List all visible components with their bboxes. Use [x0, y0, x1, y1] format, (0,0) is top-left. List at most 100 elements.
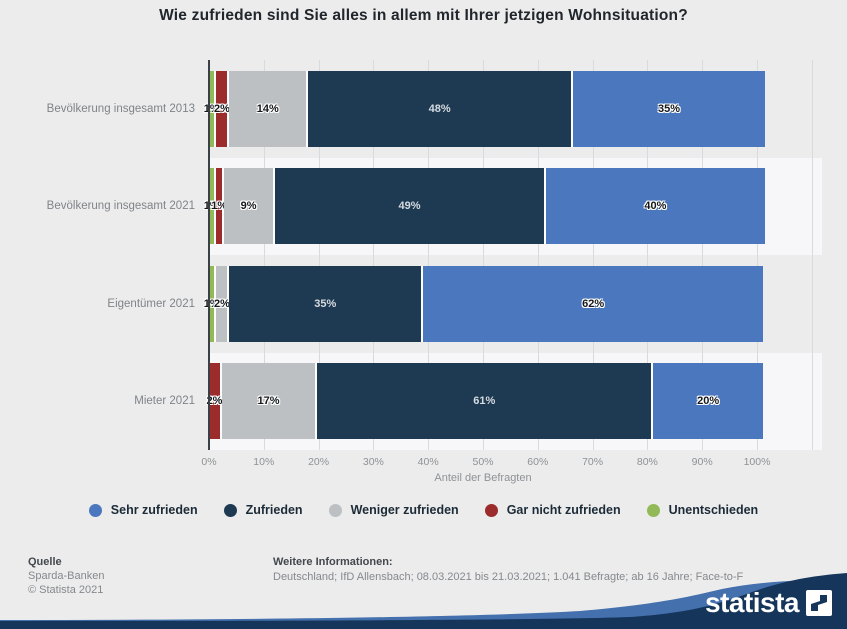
- gridline: [811, 60, 813, 450]
- bar-segment-value: 62%: [582, 297, 605, 310]
- bar-segment-value: 61%: [473, 395, 496, 408]
- bar-segment-value: 2%: [206, 395, 223, 408]
- bar-segment-value: 20%: [697, 395, 720, 408]
- bar-segment-zufrieden: 61%: [317, 363, 654, 440]
- bar-segment-weniger-zufrieden: 17%: [221, 363, 318, 440]
- bar-segment-unentschieden: 1%: [204, 168, 220, 245]
- wave-blue-stripe: [0, 579, 847, 629]
- bar-segment-gar-nicht-zufrieden: 2%: [206, 363, 223, 440]
- bar-segment-value: 48%: [428, 102, 451, 115]
- legend-label: Sehr zufrieden: [110, 503, 198, 517]
- x-axis-title: Anteil der Befragten: [434, 472, 532, 484]
- more-info-text: Deutschland; IfD Allensbach; 08.03.2021 …: [273, 571, 744, 583]
- chart-title: Wie zufrieden sind Sie alles in allem mi…: [159, 7, 688, 24]
- legend-label: Unentschieden: [668, 503, 759, 517]
- category-label: Eigentümer 2021: [107, 297, 195, 310]
- bar-segment-unentschieden: 1%: [204, 265, 220, 342]
- bar-segment-gar-nicht-zufrieden: 1%: [211, 168, 227, 245]
- category-label: Bevölkerung insgesamt 2021: [46, 200, 195, 213]
- category-label: Bevölkerung insgesamt 2013: [46, 102, 195, 115]
- x-tick-label: 20%: [308, 456, 330, 468]
- bar-segment-gar-nicht-zufrieden: 2%: [214, 70, 230, 147]
- gridline: [537, 60, 539, 450]
- y-axis-line: [208, 60, 210, 450]
- bar-segment-value: 40%: [644, 200, 667, 213]
- bar-segment-zufrieden: 48%: [308, 70, 574, 147]
- x-tick-label: 80%: [636, 456, 658, 468]
- legend-marker-icon: [484, 503, 498, 517]
- source-name: Sparda-Banken: [28, 570, 105, 582]
- bar-segment-value: 2%: [214, 297, 230, 310]
- bar-segment-value: 1%: [203, 102, 220, 115]
- bar-segment-value: 35%: [314, 297, 337, 310]
- wave-navy-shape: [0, 573, 847, 629]
- gridline: [373, 60, 375, 450]
- x-tick-label: 0%: [201, 456, 217, 468]
- legend-item-weniger-zufrieden: Weniger zufrieden: [328, 503, 459, 517]
- legend-item-unentschieden: Unentschieden: [646, 503, 759, 517]
- legend-marker-icon: [223, 503, 237, 517]
- statista-logo-icon: [806, 590, 832, 616]
- copyright-text: © Statista 2021: [28, 584, 104, 596]
- statista-wordmark: statista: [704, 587, 800, 618]
- source-label: Quelle: [28, 556, 62, 568]
- x-tick-label: 50%: [472, 456, 494, 468]
- x-tick-label: 10%: [253, 456, 275, 468]
- legend-marker-icon: [646, 503, 660, 517]
- bar-segment-weniger-zufrieden: 2%: [214, 265, 230, 342]
- gridline: [318, 60, 320, 450]
- legend-marker-icon: [328, 503, 342, 517]
- bar-segment-value: 49%: [398, 200, 421, 213]
- legend-label: Gar nicht zufrieden: [506, 503, 621, 517]
- statista-wave-decoration: [0, 573, 847, 629]
- bar-segment-value: 35%: [658, 102, 681, 115]
- more-info-label: Weitere Informationen:: [273, 556, 393, 568]
- bar-segment-value: 1%: [203, 297, 220, 310]
- bar-segment-weniger-zufrieden: 14%: [229, 70, 309, 147]
- bar-row-bev-lkerung-insgesamt-2013: 1% 2% 14% 48% 35%: [204, 70, 765, 147]
- gridline: [592, 60, 594, 450]
- bar-segment-sehr-zufrieden: 62%: [423, 265, 763, 342]
- legend-item-sehr-zufrieden: Sehr zufrieden: [88, 503, 198, 517]
- gridline: [483, 60, 484, 450]
- bar-segment-value: 17%: [257, 395, 280, 408]
- x-tick-label: 90%: [691, 456, 713, 468]
- gridline: [647, 60, 649, 450]
- bar-segment-value: 9%: [240, 200, 257, 213]
- plot-area: 1% 2% 14% 48% 35% 1% 1% 9% 49% 40% 1% 2% 35% 62% 2% 17%…: [204, 60, 822, 450]
- bar-segment-sehr-zufrieden: 35%: [573, 70, 765, 147]
- bar-segment-value: 14%: [256, 102, 279, 115]
- bar-row-mieter-2021: 2% 17% 61% 20%: [206, 363, 763, 440]
- bar-segment-value: 1%: [203, 200, 220, 213]
- legend-marker-icon: [88, 503, 102, 517]
- statista-logo: statista: [704, 587, 832, 618]
- gridline: [263, 60, 265, 450]
- legend-item-gar-nicht-zufrieden: Gar nicht zufrieden: [484, 503, 621, 517]
- legend-item-zufrieden: Zufrieden: [223, 503, 303, 517]
- x-tick-label: 100%: [743, 456, 771, 468]
- x-axis-ticks: 0% 10% 20% 30% 40% 50% 60% 70% 80% 90% 100%: [201, 450, 822, 470]
- legend-label: Weniger zufrieden: [350, 503, 459, 517]
- x-tick-label: 60%: [527, 456, 549, 468]
- bar-row-bev-lkerung-insgesamt-2021: 1% 1% 9% 49% 40%: [204, 168, 765, 245]
- category-label: Mieter 2021: [134, 395, 195, 408]
- category-labels: Bevölkerung insgesamt 2013 Bevölkerung in…: [0, 60, 201, 450]
- x-tick-label: 40%: [417, 456, 439, 468]
- legend-label: Zufrieden: [245, 503, 303, 517]
- gridline: [428, 60, 430, 450]
- bar-segment-sehr-zufrieden: 40%: [545, 168, 765, 245]
- bar-segment-weniger-zufrieden: 9%: [223, 168, 276, 245]
- bar-row-eigent-mer-2021: 1% 2% 35% 62%: [204, 265, 763, 342]
- bar-segment-value: 2%: [214, 102, 230, 115]
- gridline: [702, 60, 704, 450]
- legend: Sehr zufrieden Zufrieden Weniger zufrieden…: [0, 503, 847, 517]
- x-tick-label: 30%: [362, 456, 384, 468]
- bar-segment-unentschieden: 1%: [204, 70, 220, 147]
- bar-segment-sehr-zufrieden: 20%: [653, 363, 763, 440]
- gridline: [757, 60, 758, 450]
- bar-segment-value: 1%: [211, 200, 228, 213]
- x-tick-label: 70%: [582, 456, 604, 468]
- bar-segment-zufrieden: 35%: [229, 265, 424, 342]
- bar-segment-zufrieden: 49%: [275, 168, 546, 245]
